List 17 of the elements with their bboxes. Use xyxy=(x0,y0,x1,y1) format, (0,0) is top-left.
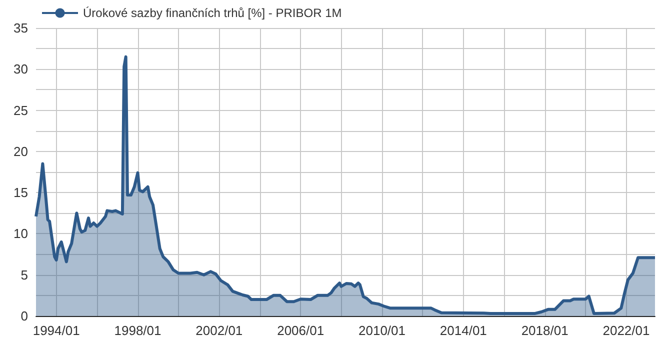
x-tick-label: 2022/01 xyxy=(602,323,650,338)
legend-label: Úrokové sazby finančních trhů [%] - PRIBOR 1M xyxy=(83,6,342,20)
x-tick-label: 2018/01 xyxy=(521,323,568,338)
y-tick-label: 25 xyxy=(14,102,28,118)
y-tick-label: 15 xyxy=(14,185,28,200)
x-tick-label: 1998/01 xyxy=(114,323,162,338)
y-tick-label: 5 xyxy=(20,267,28,282)
x-tick-label: 2010/01 xyxy=(358,323,406,338)
x-tick-label: 2002/01 xyxy=(196,323,243,338)
x-tick-label: 1994/01 xyxy=(32,323,80,338)
y-tick-label: 10 xyxy=(14,226,28,242)
y-tick-label: 0 xyxy=(20,308,28,324)
x-tick-label: 2006/01 xyxy=(277,323,324,338)
y-tick-label: 20 xyxy=(14,144,28,159)
y-tick-label: 35 xyxy=(14,20,28,36)
x-tick-label: 2014/01 xyxy=(440,323,487,338)
y-tick-label: 30 xyxy=(14,62,28,77)
